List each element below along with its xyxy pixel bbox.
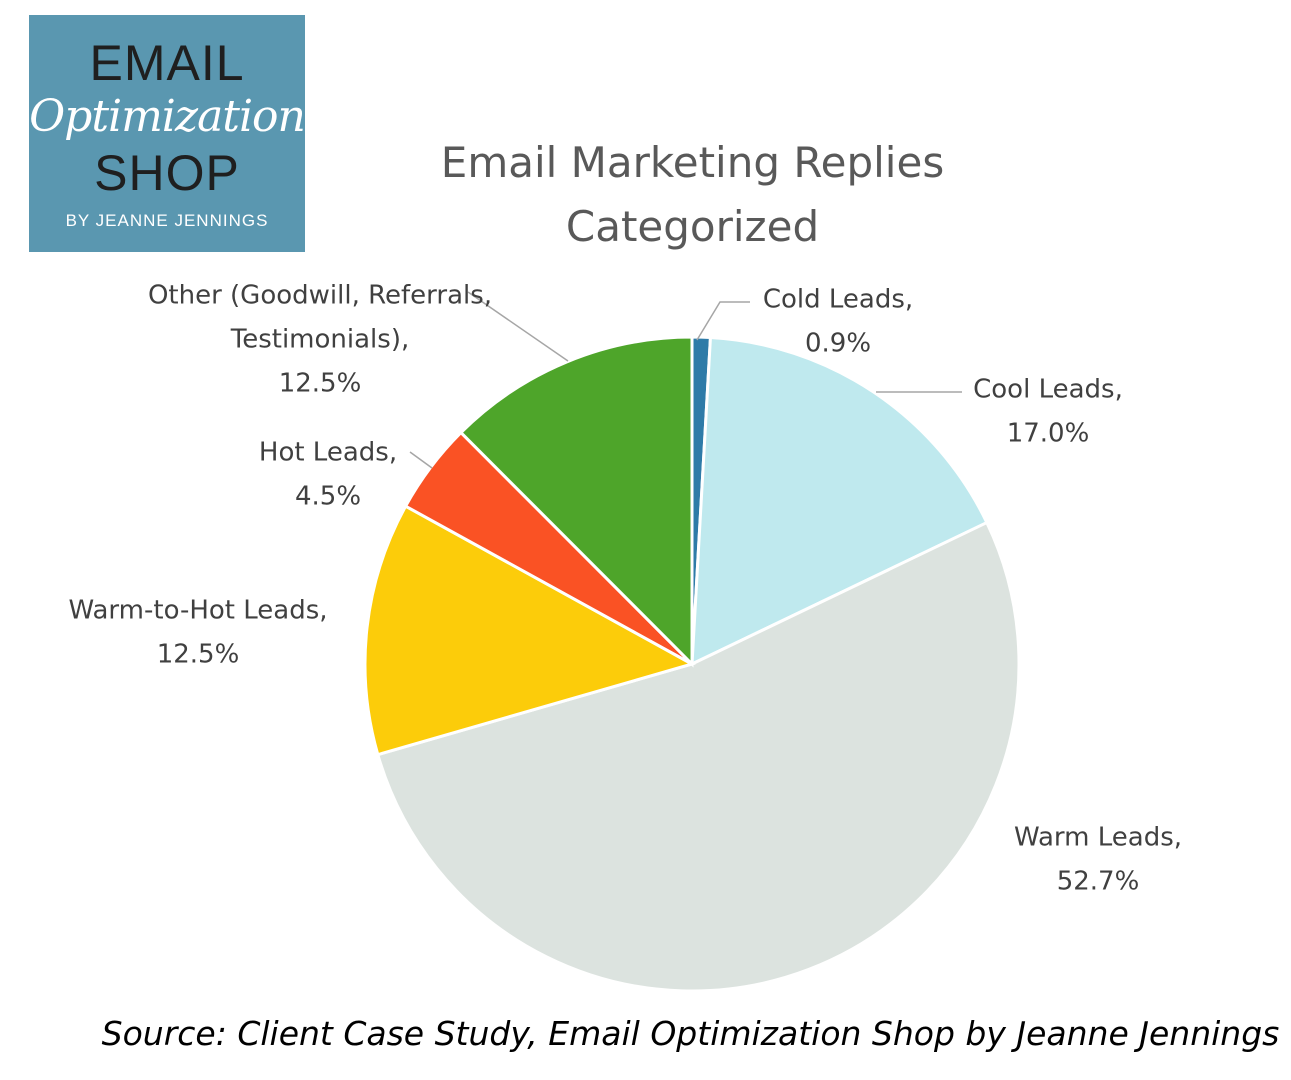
pie-slice-warm-to-hot (363, 504, 696, 757)
data-label-warm-line-1: Warm Leads, (1014, 823, 1182, 853)
pie-slice-warm (375, 520, 1021, 993)
logo-text-shop: SHOP (94, 145, 240, 201)
source-caption: Source: Client Case Study, Email Optimiz… (101, 1014, 1280, 1053)
chart-title-line-1: Email Marketing Replies (440, 138, 945, 187)
pie-slice-cool (690, 335, 989, 667)
data-label-warm-to-hot-line-1: Warm-to-Hot Leads, (68, 596, 327, 626)
data-label-warm-to-hot-line-2: 12.5% (157, 640, 240, 670)
data-label-cold-line-2: 0.9% (805, 329, 871, 359)
data-label-other-line-2: Testimonials), (230, 325, 409, 355)
pie-slice-other (458, 335, 694, 668)
data-label-cool-line-2: 17.0% (1007, 419, 1090, 449)
data-label-warm-line-2: 52.7% (1057, 867, 1140, 897)
data-label-other-line-3: 12.5% (279, 369, 362, 399)
data-label-cool-line-1: Cool Leads, (973, 375, 1123, 405)
logo-text-email: EMAIL (89, 35, 245, 91)
logo-text-byline: BY JEANNE JENNINGS (65, 211, 269, 230)
brand-logo: EMAIL Optimization SHOP BY JEANNE JENNIN… (29, 15, 306, 252)
logo-text-optimization: Optimization (29, 91, 306, 142)
data-label-other-line-1: Other (Goodwill, Referrals, (148, 281, 492, 311)
data-label-cold-line-1: Cold Leads, (763, 285, 913, 315)
leader-line-hot (409, 451, 433, 469)
leader-line-other (467, 291, 569, 362)
data-label-hot-line-1: Hot Leads, (259, 438, 397, 468)
data-label-hot-line-2: 4.5% (295, 482, 361, 512)
chart-title-line-2: Categorized (565, 202, 820, 251)
leader-line-cold (696, 301, 750, 341)
